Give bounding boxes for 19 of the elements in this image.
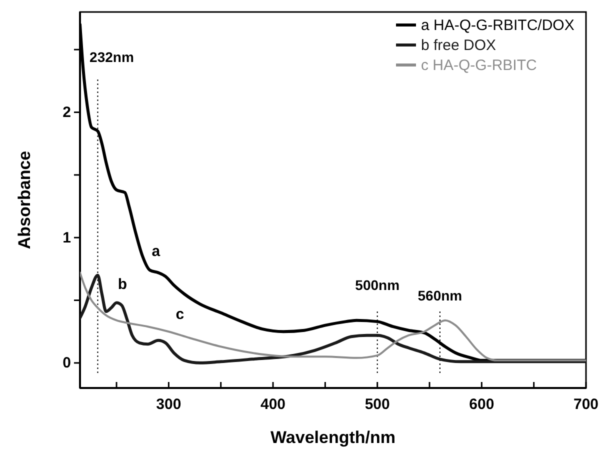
x-tick-label: 400 — [260, 396, 286, 413]
x-tick-label: 500 — [364, 396, 390, 413]
ref-line-label: 560nm — [418, 287, 462, 304]
y-axis-title: Absorbance — [15, 150, 34, 250]
y-tick-label: 0 — [62, 354, 71, 372]
ref-line-label: 232nm — [90, 49, 134, 66]
y-tick-label: 2 — [62, 104, 71, 122]
y-tick-label: 1 — [62, 229, 71, 246]
x-tick-label: 300 — [156, 396, 182, 413]
legend-label: b free DOX — [421, 37, 496, 54]
x-tick-label: 600 — [469, 396, 494, 413]
ref-line-label: 500nm — [355, 277, 400, 294]
annotation: b — [118, 276, 128, 293]
x-tick-label: 700 — [573, 396, 599, 413]
legend-label: c HA-Q-G-RBITC — [421, 57, 537, 74]
annotation: a — [152, 243, 161, 260]
legend-label: a HA-Q-G-RBITC/DOX — [421, 17, 574, 34]
x-axis-title: Wavelength/nm — [270, 428, 396, 447]
annotation: c — [176, 306, 184, 324]
